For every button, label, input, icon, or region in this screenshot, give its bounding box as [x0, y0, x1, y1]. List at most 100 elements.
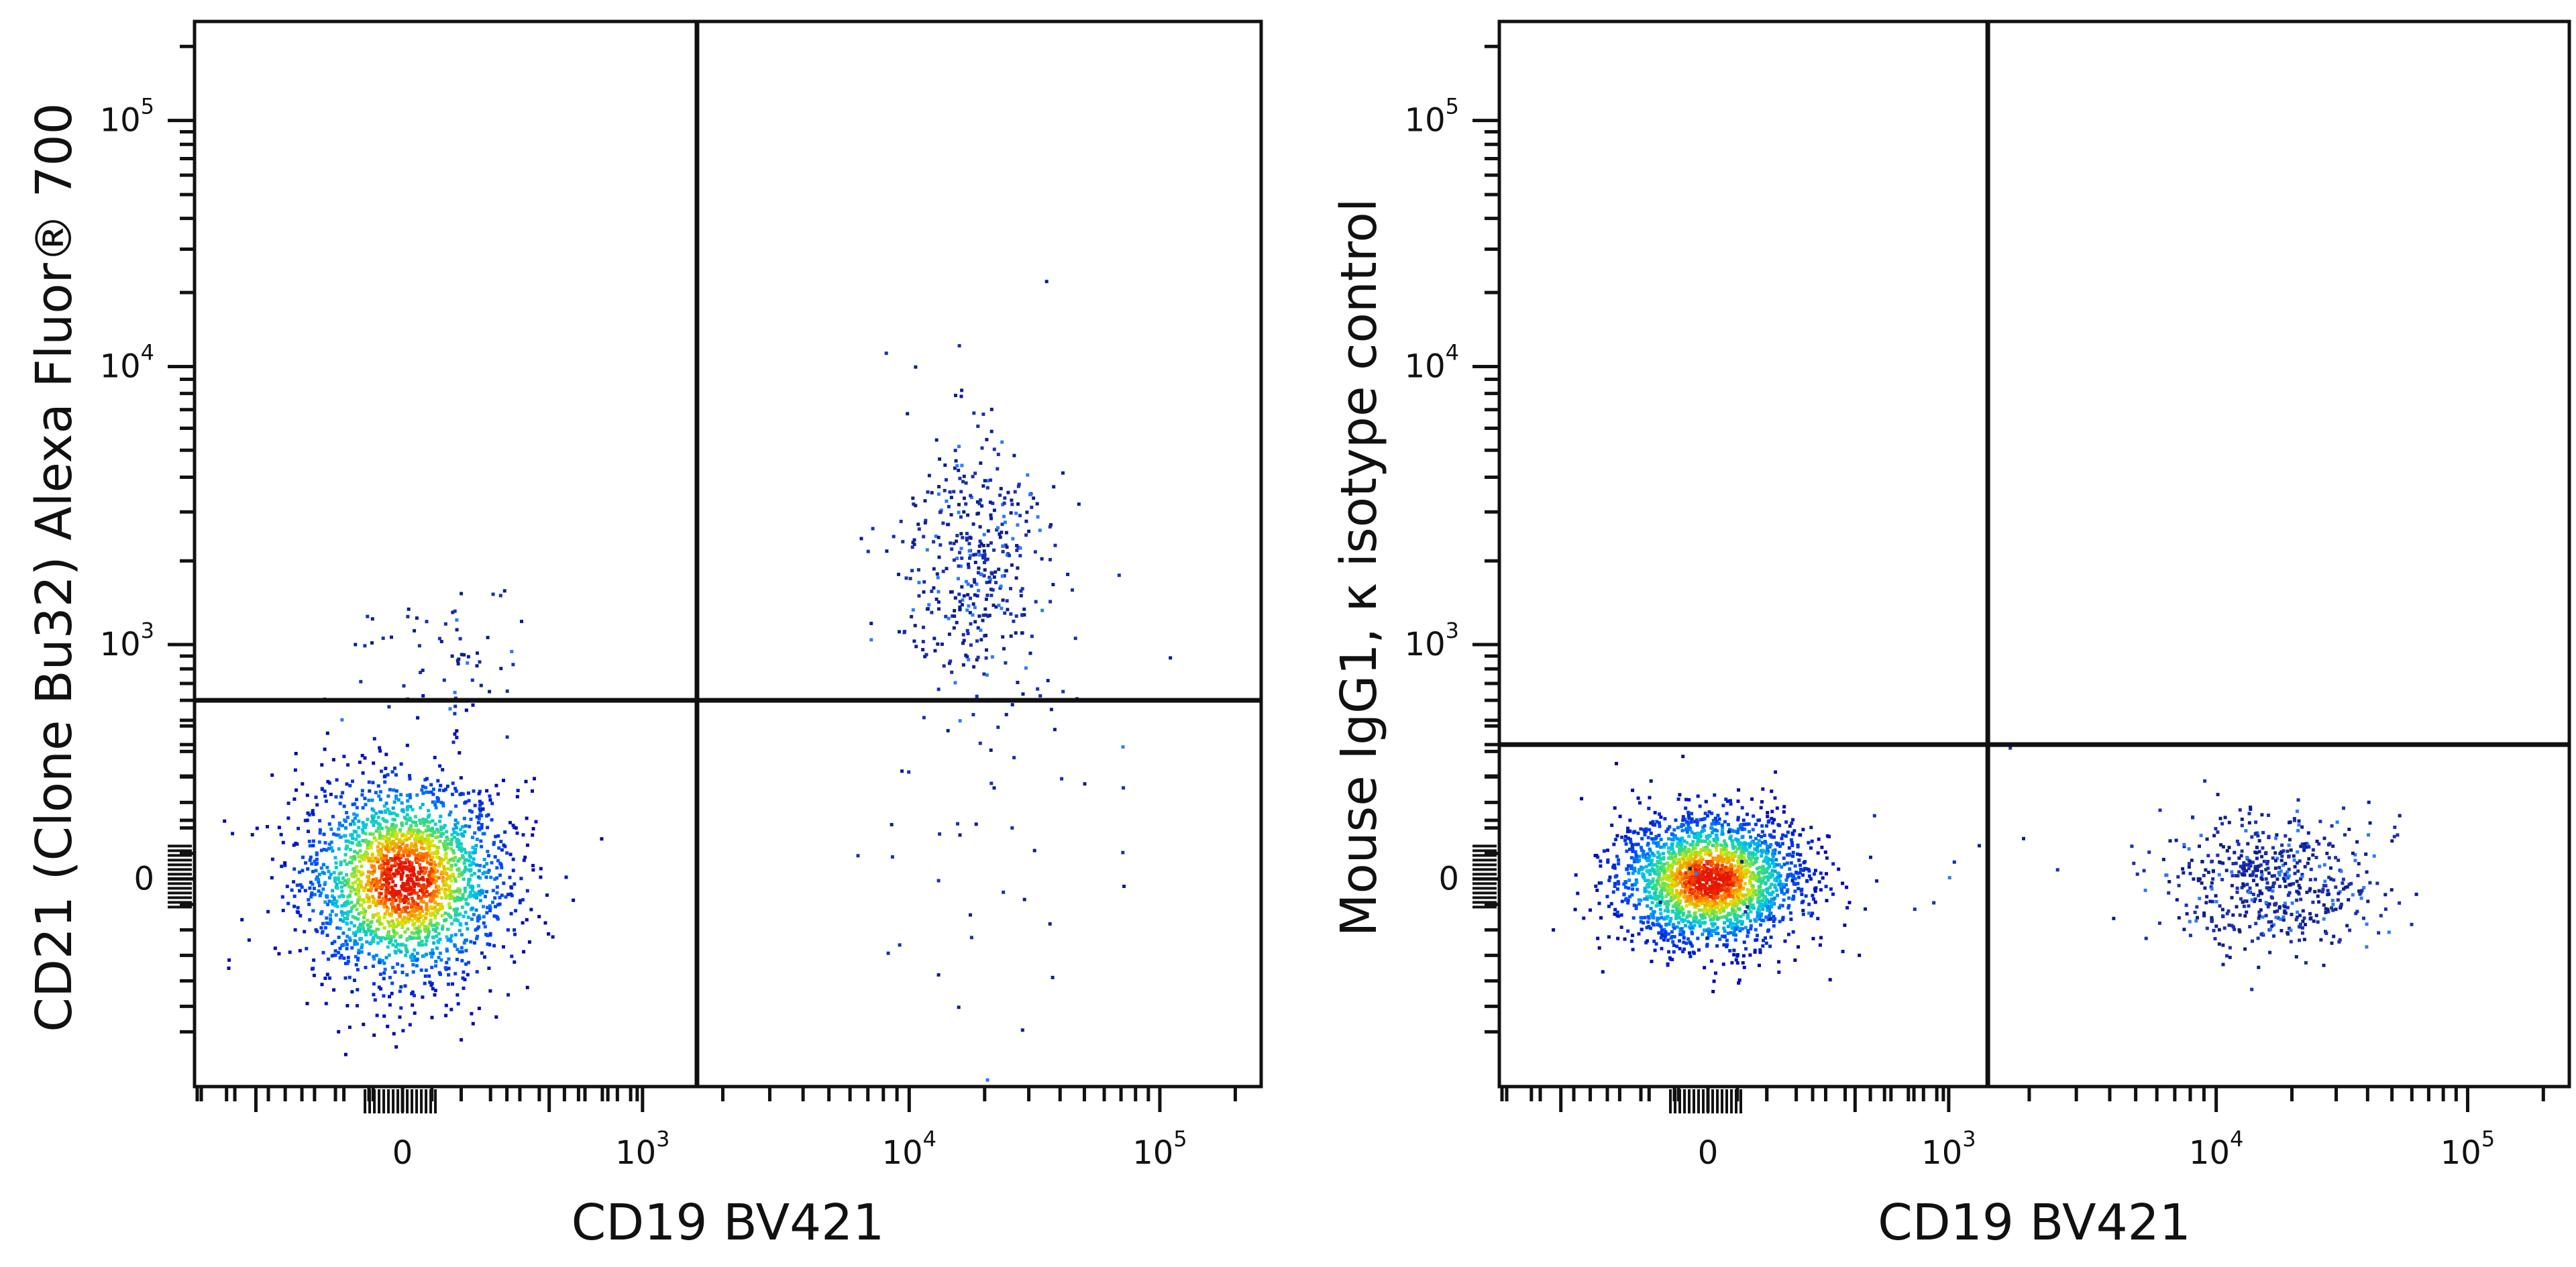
data-point: [425, 902, 429, 905]
data-point: [380, 863, 384, 867]
data-point: [1725, 916, 1729, 920]
data-point: [434, 836, 438, 840]
data-point: [496, 859, 500, 863]
data-point: [1711, 903, 1715, 907]
data-point: [977, 589, 981, 593]
data-point: [531, 833, 535, 837]
data-point: [350, 872, 354, 876]
data-point: [449, 842, 453, 846]
data-point: [396, 798, 400, 802]
data-point: [407, 917, 411, 921]
data-point: [1796, 945, 1801, 949]
data-point: [1011, 537, 1015, 541]
data-point: [366, 843, 370, 847]
data-point: [314, 869, 318, 873]
data-point: [1758, 908, 1762, 912]
data-point: [1765, 851, 1769, 855]
data-point: [337, 895, 341, 899]
data-point: [406, 830, 410, 834]
data-point: [332, 832, 336, 836]
data-point: [415, 875, 419, 879]
data-point: [424, 936, 428, 940]
data-point: [332, 988, 336, 992]
data-point: [427, 881, 431, 885]
data-point: [333, 856, 337, 860]
data-point: [1724, 865, 1728, 869]
data-point: [916, 522, 920, 527]
data-point: [413, 891, 417, 895]
data-point: [334, 795, 338, 799]
data-point: [1717, 855, 1721, 859]
data-point: [1757, 833, 1760, 837]
data-point: [369, 889, 373, 893]
data-point: [431, 877, 435, 881]
data-point: [1631, 849, 1635, 853]
data-point: [1722, 906, 1726, 910]
data-point: [339, 910, 343, 914]
data-point: [1713, 887, 1717, 891]
data-point: [1723, 935, 1727, 939]
data-point: [499, 840, 503, 844]
data-point: [1686, 825, 1690, 829]
data-point: [1061, 690, 1065, 694]
data-point: [1730, 889, 1734, 893]
data-point: [1730, 960, 1734, 965]
data-point: [1692, 858, 1696, 862]
data-point: [971, 602, 975, 606]
data-point: [986, 529, 990, 533]
data-point: [471, 851, 475, 855]
data-point: [391, 901, 394, 905]
data-point: [360, 855, 364, 859]
data-point: [521, 898, 525, 902]
data-point: [1048, 525, 1052, 529]
data-point: [1764, 857, 1768, 861]
data-point: [373, 883, 377, 887]
data-point: [452, 889, 456, 893]
data-point: [389, 868, 392, 871]
data-point: [1664, 930, 1668, 934]
data-point: [373, 867, 377, 871]
data-point: [444, 1013, 448, 1017]
data-point: [965, 608, 969, 612]
data-point: [441, 768, 445, 772]
data-point: [1705, 895, 1709, 899]
data-point: [1709, 895, 1713, 898]
data-point: [474, 844, 478, 848]
data-point: [1791, 818, 1795, 822]
data-point: [482, 865, 486, 869]
data-point: [1015, 549, 1019, 552]
data-point: [1710, 889, 1714, 893]
data-point: [856, 854, 860, 858]
data-point: [341, 903, 345, 907]
data-point: [1005, 599, 1009, 603]
data-point: [533, 777, 536, 781]
data-point: [972, 577, 976, 582]
data-point: [386, 808, 390, 812]
data-point: [409, 844, 413, 848]
data-point: [455, 729, 459, 733]
data-point: [1692, 852, 1696, 857]
data-point: [1624, 881, 1628, 885]
x-tick-exponent: 3: [656, 1126, 669, 1152]
data-point: [486, 934, 490, 938]
data-point: [1701, 848, 1705, 852]
data-point: [423, 778, 427, 782]
data-point: [415, 838, 418, 842]
data-point: [1698, 902, 1702, 906]
data-point: [518, 901, 522, 905]
data-point: [1770, 869, 1774, 873]
data-point: [1662, 842, 1666, 846]
data-point: [1001, 550, 1005, 553]
data-point: [386, 889, 389, 893]
data-point: [1038, 529, 1042, 533]
data-point: [358, 849, 362, 852]
data-point: [386, 1024, 390, 1028]
data-point: [1669, 936, 1673, 940]
data-point: [513, 960, 517, 964]
data-point: [1756, 845, 1760, 849]
data-point: [1030, 635, 1034, 639]
data-point: [338, 802, 342, 806]
data-point: [431, 800, 435, 804]
data-point: [1014, 576, 1018, 580]
data-point: [921, 640, 925, 644]
